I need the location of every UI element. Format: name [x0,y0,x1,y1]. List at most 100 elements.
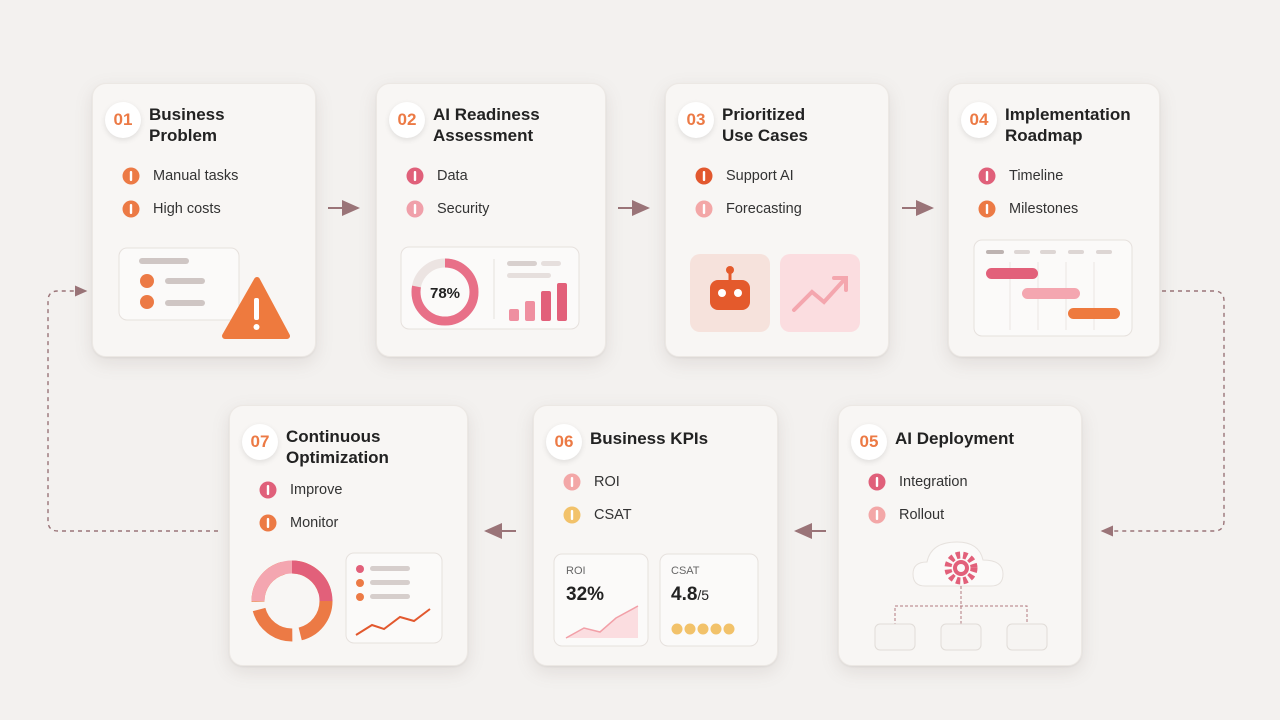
dot [356,579,364,587]
item-label: Monitor [290,515,339,531]
tile [780,254,860,332]
bar [557,283,567,321]
item-icon [406,167,424,185]
icon-glyph [266,485,270,495]
icon-glyph [875,510,879,520]
kpi-label: ROI [566,565,586,577]
icon-glyph [570,477,574,487]
item-label: Rollout [899,507,945,523]
bar [1068,308,1120,319]
item-label: Timeline [1009,168,1064,184]
title-line: Problem [149,126,218,145]
icon-glyph [702,204,706,214]
title-line: Optimization [286,448,389,467]
kpi-label: CSAT [671,565,700,577]
illustration [690,254,860,332]
item-label: Security [437,201,490,217]
kpi-area [566,606,638,638]
illustration: ROI 32% CSAT 4.8/5 [553,553,759,647]
item-icon [695,167,713,185]
step-title: Prioritized Use Cases [722,104,808,146]
dot [356,593,364,601]
item-label: High costs [153,201,221,217]
gauge-value: 78% [430,285,460,302]
item-label: Manual tasks [153,168,239,184]
list-item: Support AI [694,166,794,186]
bar [525,301,535,321]
kpi-value: 4.8/5 [671,584,709,605]
warning-dot [253,324,260,330]
cycle-red [291,560,333,602]
loop-arrow [1100,290,1225,537]
list-item: CSAT [562,505,632,525]
step-card: 06 Business KPIs ROI CSAT ROI 32% CSAT 4.8/5 [533,405,778,666]
robot-eye [734,289,742,297]
list-item: Rollout [867,505,944,525]
bar [1068,250,1084,254]
gear-hole [957,564,965,572]
title-line: Use Cases [722,126,809,145]
star [671,623,683,635]
step-title: AI Readiness Assessment [433,104,540,146]
item-icon [868,506,886,524]
title-line: AI Deployment [895,429,1015,448]
warning-mark [254,298,259,320]
item-label: Integration [899,474,968,490]
illustration [251,552,443,644]
robot-head [710,280,750,310]
item-icon [122,200,140,218]
list-item: Forecasting [694,199,802,219]
item-label: Improve [290,482,343,498]
list-item: Milestones [977,199,1078,219]
title-line: Continuous [286,427,381,446]
icon-glyph [129,204,133,214]
node-box [940,623,982,651]
step-card: 02 AI Readiness Assessment Data Security 78% [376,83,606,357]
illustration [118,247,290,339]
robot-eye [718,289,726,297]
step-title: Business Problem [149,104,225,146]
list-item: ROI [562,472,620,492]
icon-glyph [266,518,270,528]
list-item: Monitor [258,513,338,533]
title-line: AI Readiness [433,105,540,124]
icon-glyph [875,477,879,487]
item-label: Milestones [1009,201,1079,217]
step-card: 03 Prioritized Use Cases Support AI Forecast… [665,83,889,357]
bar [165,278,205,284]
list-item: Integration [867,472,968,492]
list-item: Timeline [977,166,1063,186]
list-item: Improve [258,480,342,500]
step-title: Implementation Roadmap [1005,104,1131,146]
bar [165,300,205,306]
bar [370,594,410,599]
icon-glyph [413,204,417,214]
dot [356,565,364,573]
title-line: Prioritized [722,105,806,124]
bar [507,261,537,266]
bar [1096,250,1112,254]
kpi-line [565,605,639,639]
step-number: 02 [389,102,425,138]
item-label: Support AI [726,168,794,184]
step-number: 07 [242,424,278,460]
bar [507,273,551,278]
step-number: 05 [851,424,887,460]
icon-glyph [702,171,706,181]
bar [139,258,189,264]
step-card: 01 Business Problem Manual tasks High costs [92,83,316,357]
bar [370,580,410,585]
kpi-suffix: /5 [697,587,709,603]
step-number: 06 [546,424,582,460]
icon-glyph [985,204,989,214]
item-icon [978,167,996,185]
item-label: ROI [594,474,620,490]
title-line: Assessment [433,126,534,145]
star [684,623,696,635]
item-icon [978,200,996,218]
item-icon [563,506,581,524]
icon-glyph [413,171,417,181]
node-box [1006,623,1048,651]
dot [140,274,154,288]
cycle-pink [251,560,293,602]
